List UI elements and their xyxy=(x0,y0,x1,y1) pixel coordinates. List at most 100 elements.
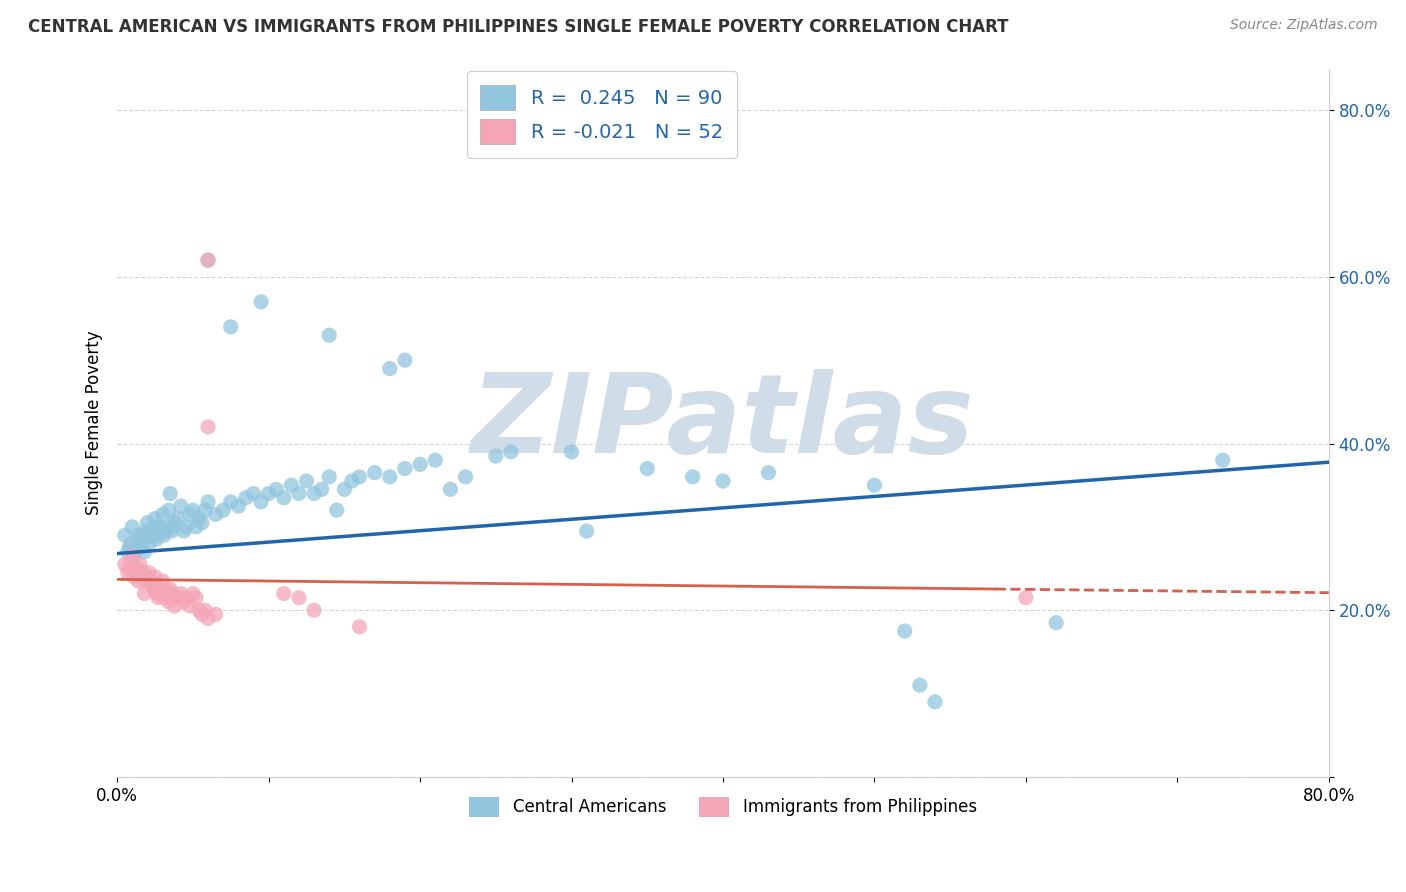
Point xyxy=(159,486,181,500)
Point xyxy=(155,524,177,538)
Point xyxy=(157,503,180,517)
Point xyxy=(219,319,242,334)
Point xyxy=(114,558,136,572)
Point xyxy=(219,495,242,509)
Point xyxy=(194,503,217,517)
Point xyxy=(197,420,219,434)
Point xyxy=(143,570,166,584)
Point xyxy=(142,520,165,534)
Point xyxy=(125,561,148,575)
Point xyxy=(318,470,340,484)
Point xyxy=(1015,591,1038,605)
Point xyxy=(197,253,219,268)
Point xyxy=(235,491,257,505)
Point xyxy=(204,607,226,622)
Point xyxy=(163,599,186,613)
Point xyxy=(212,503,235,517)
Point xyxy=(121,549,143,563)
Point xyxy=(280,478,302,492)
Point xyxy=(197,495,219,509)
Point xyxy=(311,483,333,497)
Point xyxy=(288,486,311,500)
Point xyxy=(138,566,160,580)
Point xyxy=(132,528,155,542)
Point xyxy=(135,524,157,538)
Point xyxy=(242,486,264,500)
Point xyxy=(153,528,176,542)
Point xyxy=(711,474,734,488)
Text: ZIPatlas: ZIPatlas xyxy=(471,369,974,476)
Point xyxy=(425,453,447,467)
Point xyxy=(114,528,136,542)
Point xyxy=(179,599,201,613)
Point xyxy=(143,511,166,525)
Point xyxy=(273,491,295,505)
Point xyxy=(145,533,167,547)
Point xyxy=(302,603,325,617)
Point xyxy=(326,503,349,517)
Point xyxy=(166,511,188,525)
Point xyxy=(153,591,176,605)
Point xyxy=(1212,453,1234,467)
Point xyxy=(893,624,915,638)
Point xyxy=(129,533,152,547)
Point xyxy=(150,586,173,600)
Point xyxy=(340,474,363,488)
Y-axis label: Single Female Poverty: Single Female Poverty xyxy=(86,330,103,515)
Point xyxy=(378,361,401,376)
Point xyxy=(118,541,141,555)
Point xyxy=(120,553,142,567)
Point xyxy=(188,603,211,617)
Point xyxy=(333,483,356,497)
Point xyxy=(134,545,156,559)
Point xyxy=(188,511,211,525)
Point xyxy=(560,445,582,459)
Point xyxy=(184,591,207,605)
Point xyxy=(179,508,201,522)
Point xyxy=(409,458,432,472)
Point xyxy=(142,582,165,597)
Point xyxy=(118,561,141,575)
Point xyxy=(176,591,198,605)
Point xyxy=(863,478,886,492)
Point xyxy=(139,528,162,542)
Point xyxy=(908,678,931,692)
Point xyxy=(166,591,188,605)
Point xyxy=(499,445,522,459)
Point xyxy=(150,524,173,538)
Point xyxy=(228,499,250,513)
Point xyxy=(131,536,153,550)
Point xyxy=(117,566,139,580)
Point xyxy=(152,574,174,588)
Point xyxy=(141,578,163,592)
Point xyxy=(149,582,172,597)
Text: Source: ZipAtlas.com: Source: ZipAtlas.com xyxy=(1230,18,1378,32)
Point xyxy=(162,520,184,534)
Point xyxy=(131,570,153,584)
Point xyxy=(204,508,226,522)
Point xyxy=(121,520,143,534)
Point xyxy=(758,466,780,480)
Point xyxy=(636,461,658,475)
Point xyxy=(159,582,181,597)
Point xyxy=(125,541,148,555)
Point xyxy=(363,466,385,480)
Point xyxy=(1045,615,1067,630)
Point xyxy=(250,294,273,309)
Point xyxy=(122,570,145,584)
Point xyxy=(264,483,287,497)
Point xyxy=(160,591,183,605)
Point xyxy=(134,586,156,600)
Legend: Central Americans, Immigrants from Philippines: Central Americans, Immigrants from Phili… xyxy=(461,789,986,825)
Point xyxy=(485,449,508,463)
Point xyxy=(257,486,280,500)
Point xyxy=(454,470,477,484)
Point xyxy=(173,595,195,609)
Point xyxy=(138,536,160,550)
Point xyxy=(117,545,139,559)
Point xyxy=(191,516,214,530)
Point xyxy=(288,591,311,605)
Point xyxy=(394,461,416,475)
Point xyxy=(575,524,598,538)
Point xyxy=(250,495,273,509)
